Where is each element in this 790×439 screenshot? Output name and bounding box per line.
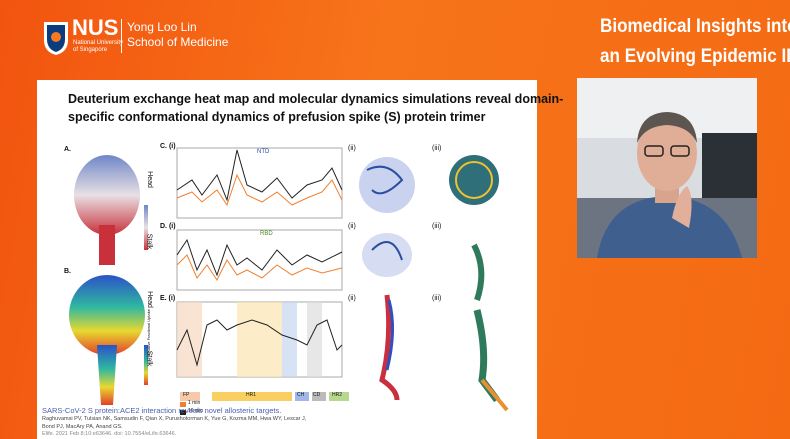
- region-label: Head: [146, 291, 153, 308]
- webcam-video: [577, 78, 757, 258]
- logo-shield: [42, 20, 70, 56]
- domain-bar-label: FP: [183, 392, 189, 398]
- event-title: Biomedical Insights into an Evolving Epid…: [600, 12, 790, 72]
- panel-label: (ii): [348, 223, 356, 230]
- domain-bar-label: HR1: [246, 392, 256, 398]
- structure-thumbnails: [359, 155, 507, 410]
- panel-label: (iii): [432, 145, 441, 152]
- citation-title: SARS-CoV-2 S protein:ACE2 interaction re…: [42, 406, 281, 415]
- domain-label: NTD: [257, 149, 269, 155]
- panel-label: E. (i): [160, 295, 175, 302]
- region-label: Head: [146, 171, 153, 188]
- figure: [37, 80, 537, 439]
- domain-label: RBD: [260, 231, 273, 237]
- panel-label: (ii): [348, 295, 356, 302]
- region-label: Stalk: [145, 234, 152, 250]
- event-title-line: Biomedical Insights into: [600, 16, 790, 37]
- panel-label: (ii): [348, 145, 356, 152]
- domain-bar-label: HR2: [332, 392, 342, 398]
- school-line: Yong Loo Lin: [127, 20, 197, 34]
- panel-label: C. (i): [160, 143, 176, 150]
- panel-label: B.: [64, 268, 71, 275]
- logo-text: NUS: [72, 15, 118, 41]
- divider: [121, 19, 122, 53]
- panel-label: (iii): [432, 295, 441, 302]
- axis-label: Relative Fractional Uptake: [146, 309, 151, 356]
- panel-label: D. (i): [160, 223, 176, 230]
- screen: NUS National Universityof Singapore Yong…: [0, 0, 790, 439]
- domain-bar-label: CH: [297, 392, 304, 398]
- citation-authors: Raghuvamsi PV, Tulsian NK, Samsudin F, Q…: [42, 416, 306, 422]
- panel-label: (iii): [432, 223, 441, 230]
- event-title-line: an Evolving Epidemic III: [600, 46, 790, 67]
- citation-authors: Bond PJ, MacAry PA, Anand GS.: [42, 424, 123, 430]
- university-line: of Singapore: [73, 47, 107, 53]
- university-line: National University: [73, 40, 123, 46]
- citation-source: Elife. 2021 Feb 8;10:e63646. doi: 10.755…: [42, 431, 176, 437]
- school-line: School of Medicine: [127, 35, 228, 49]
- domain-bar-label: CD: [313, 392, 320, 398]
- panel-label: A.: [64, 146, 71, 153]
